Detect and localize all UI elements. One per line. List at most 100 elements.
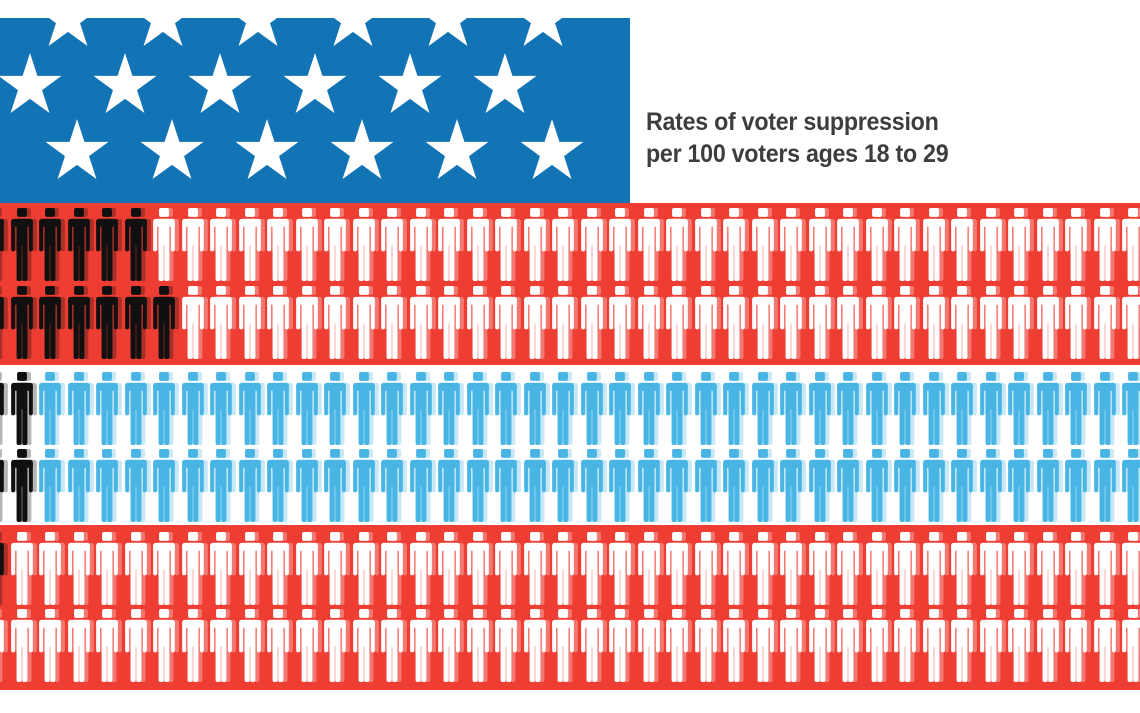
- person-icon: [1064, 532, 1091, 605]
- person-icon: [779, 449, 806, 522]
- person-icon: [979, 286, 1006, 359]
- person-icon: [551, 372, 578, 445]
- person-icon: [694, 449, 721, 522]
- person-icon: [181, 208, 208, 281]
- person-icon: [637, 208, 664, 281]
- middle-white-band-row-1: [0, 372, 1140, 445]
- person-icon-suppressed: [10, 208, 37, 281]
- person-icon: [779, 286, 806, 359]
- person-icon: [437, 372, 464, 445]
- person-icon: [209, 208, 236, 281]
- person-icon: [523, 286, 550, 359]
- person-icon: [466, 532, 493, 605]
- person-icon: [551, 286, 578, 359]
- person-icon: [437, 609, 464, 682]
- person-icon-suppressed: [95, 286, 122, 359]
- person-icon: [979, 532, 1006, 605]
- person-icon: [580, 208, 607, 281]
- person-icon: [893, 208, 920, 281]
- person-icon: [608, 286, 635, 359]
- person-icon: [238, 532, 265, 605]
- person-icon: [637, 532, 664, 605]
- star-icon: [330, 119, 394, 179]
- person-icon: [38, 532, 65, 605]
- person-icon: [779, 372, 806, 445]
- person-icon-suppressed: [0, 532, 8, 605]
- person-icon: [836, 372, 863, 445]
- person-icon: [1093, 286, 1120, 359]
- person-icon: [95, 609, 122, 682]
- person-icon: [152, 372, 179, 445]
- person-icon: [466, 208, 493, 281]
- person-icon: [494, 372, 521, 445]
- person-icon: [10, 532, 37, 605]
- star-icon: [93, 53, 157, 113]
- person-icon: [266, 286, 293, 359]
- person-icon: [722, 286, 749, 359]
- person-icon: [494, 609, 521, 682]
- star-icon: [416, 18, 480, 46]
- person-icon: [637, 609, 664, 682]
- person-icon: [608, 449, 635, 522]
- person-icon-suppressed: [38, 208, 65, 281]
- person-icon: [266, 372, 293, 445]
- person-icon: [409, 372, 436, 445]
- person-icon: [865, 609, 892, 682]
- person-icon: [494, 286, 521, 359]
- person-icon-suppressed: [0, 372, 8, 445]
- person-icon-suppressed: [38, 372, 65, 445]
- person-icon: [865, 372, 892, 445]
- person-icon: [950, 609, 977, 682]
- person-icon: [181, 449, 208, 522]
- star-icon: [0, 53, 62, 113]
- person-icon: [1093, 609, 1120, 682]
- person-icon: [637, 372, 664, 445]
- person-icon: [380, 609, 407, 682]
- person-icon: [323, 609, 350, 682]
- person-icon: [10, 609, 37, 682]
- person-icon: [1007, 532, 1034, 605]
- person-icon: [238, 609, 265, 682]
- person-icon: [437, 208, 464, 281]
- star-icon: [520, 119, 584, 179]
- person-icon: [979, 449, 1006, 522]
- person-icon: [494, 449, 521, 522]
- person-icon: [466, 372, 493, 445]
- person-icon: [922, 208, 949, 281]
- person-icon: [1007, 609, 1034, 682]
- person-icon: [209, 372, 236, 445]
- person-icon: [580, 532, 607, 605]
- person-icon: [779, 208, 806, 281]
- person-icon: [409, 609, 436, 682]
- person-icon: [352, 532, 379, 605]
- top-red-band: [0, 203, 1140, 365]
- person-icon: [352, 286, 379, 359]
- person-icon: [950, 372, 977, 445]
- person-icon: [238, 208, 265, 281]
- star-icon: [473, 53, 537, 113]
- person-icon: [1064, 449, 1091, 522]
- star-icon: [235, 119, 299, 179]
- person-icon: [979, 372, 1006, 445]
- person-icon: [380, 449, 407, 522]
- star-icon: [188, 53, 252, 113]
- star-icon: [425, 119, 489, 179]
- person-icon: [836, 532, 863, 605]
- person-icon: [551, 532, 578, 605]
- person-icon: [437, 286, 464, 359]
- person-icon: [1036, 449, 1063, 522]
- person-icon: [1121, 449, 1140, 522]
- person-icon: [950, 208, 977, 281]
- person-icon: [238, 286, 265, 359]
- person-icon: [808, 372, 835, 445]
- person-icon: [409, 532, 436, 605]
- person-icon: [751, 609, 778, 682]
- star-icon: [131, 18, 195, 46]
- person-icon: [523, 372, 550, 445]
- person-icon: [266, 449, 293, 522]
- person-icon: [0, 609, 8, 682]
- person-icon: [323, 208, 350, 281]
- person-icon: [808, 532, 835, 605]
- person-icon-suppressed: [10, 286, 37, 359]
